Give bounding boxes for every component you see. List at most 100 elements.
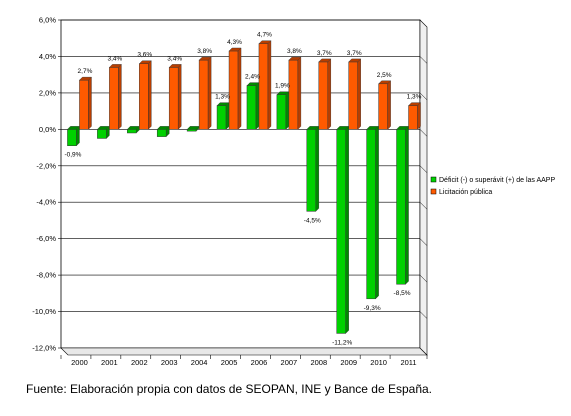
bar-licitacion-cap (198, 56, 212, 61)
bar-deficit (246, 82, 260, 130)
data-label-deficit: 1,3% (215, 94, 230, 101)
gridline-depth (419, 129, 428, 137)
bar-deficit-front (216, 105, 227, 130)
bar-deficit-front (396, 129, 406, 285)
y-tick-label: 6,0% (39, 16, 56, 25)
bar-licitacion-front (288, 59, 299, 130)
gridline-depth (419, 238, 428, 246)
gridline-depth (419, 311, 428, 319)
bar-deficit-side (76, 125, 80, 147)
bar-licitacion-front (109, 67, 119, 130)
bar-licitacion-cap (378, 80, 392, 84)
bar-licitacion-front (198, 59, 209, 130)
data-label-deficit: 2,4% (245, 74, 260, 81)
bar-licitacion-side (88, 76, 92, 130)
bar-licitacion-front (139, 63, 149, 130)
bar-deficit-front (306, 129, 317, 212)
gridline-depth (419, 92, 428, 101)
bar-licitacion (378, 80, 392, 130)
bar-licitacion-cap (138, 60, 152, 64)
gridline-depth (419, 56, 428, 64)
bar-deficit (156, 125, 170, 138)
data-label-licitacion: 1,3% (407, 94, 422, 101)
data-label-deficit: -11,2% (332, 339, 352, 346)
bar-licitacion-side (387, 80, 391, 130)
data-label-licitacion: 3,8% (197, 48, 212, 55)
y-tick-label: 4,0% (39, 52, 56, 61)
bar-licitacion (288, 56, 302, 130)
gridline-depth (419, 274, 428, 283)
bar-licitacion-front (168, 67, 179, 130)
bar-deficit-side (345, 125, 349, 334)
bar-licitacion (168, 63, 182, 130)
gridline-depth (419, 202, 428, 210)
bar-licitacion-cap (168, 64, 182, 68)
y-tick-label: -8,0% (36, 271, 56, 280)
legend-label-deficit: Déficit (-) o superávit (+) de las AAPP (439, 177, 555, 184)
bar-licitacion-side (297, 56, 302, 130)
bar-licitacion (198, 56, 212, 130)
x-tick-label: 2001 (101, 358, 118, 367)
bar-licitacion-front (378, 83, 388, 130)
bar-licitacion-side (118, 63, 122, 130)
y-tick-label: -6,0% (36, 234, 56, 243)
bar-licitacion-cap (408, 102, 422, 106)
legend-swatch-deficit (430, 176, 437, 183)
bar-deficit-front (97, 129, 107, 139)
bar-licitacion-side (417, 102, 421, 130)
bar-licitacion-cap (288, 56, 302, 61)
gridline-depth (419, 19, 428, 28)
bar-deficit-side (225, 102, 230, 130)
bar-licitacion-cap (228, 47, 242, 52)
x-tick-label: 2000 (71, 358, 88, 367)
bar-deficit-front (67, 129, 77, 146)
bar-deficit-front (186, 129, 197, 132)
data-label-licitacion: 3,4% (107, 55, 122, 62)
y-tick-label: -10,0% (32, 307, 56, 316)
bar-licitacion (348, 58, 362, 130)
data-label-licitacion: 4,7% (257, 32, 272, 39)
bar-licitacion-side (207, 56, 212, 130)
data-label-deficit: 1,9% (275, 83, 290, 90)
bar-licitacion (258, 40, 272, 130)
bar-deficit (66, 125, 80, 147)
bar-deficit-front (246, 85, 257, 130)
bar-deficit-side (405, 125, 409, 285)
bar-licitacion (138, 60, 152, 130)
data-label-deficit: -9,3% (364, 305, 381, 312)
data-label-licitacion: 3,4% (167, 55, 182, 62)
legend-swatch-licitacion (430, 188, 437, 195)
gridline-depth (419, 165, 428, 173)
bar-licitacion (408, 102, 422, 130)
data-label-deficit: -4,5% (304, 217, 321, 224)
plot-side-wall (419, 19, 428, 356)
x-tick-label: 2003 (161, 358, 178, 367)
bar-deficit (336, 125, 350, 334)
bar-licitacion-front (79, 79, 89, 130)
source-note: Fuente: Elaboración propia con datos de … (26, 382, 433, 396)
data-label-licitacion: 4,3% (227, 39, 242, 46)
y-tick-label: -2,0% (36, 161, 56, 170)
x-tick-label: 2008 (310, 358, 327, 367)
bar-licitacion-side (148, 60, 152, 130)
data-label-licitacion: 2,7% (78, 68, 93, 75)
bar-deficit (216, 102, 230, 130)
bar-licitacion-front (228, 50, 239, 130)
bar-licitacion-cap (258, 40, 272, 44)
bar-licitacion-side (357, 58, 361, 130)
x-tick-label: 2011 (400, 358, 416, 367)
x-tick-label: 2007 (281, 358, 298, 367)
bar-deficit-front (276, 94, 287, 130)
x-tick-label: 2010 (370, 358, 387, 367)
bar-deficit-front (127, 129, 137, 134)
bar-deficit-side (285, 91, 290, 130)
data-label-licitacion: 2,5% (377, 72, 392, 79)
x-tick-label: 2009 (340, 358, 357, 367)
data-label-licitacion: 3,6% (137, 52, 152, 59)
bar-licitacion-cap (108, 64, 122, 68)
data-label-licitacion: 3,7% (347, 50, 362, 57)
bar-licitacion-front (318, 61, 329, 130)
data-label-licitacion: 3,8% (287, 48, 302, 55)
bar-deficit (396, 125, 410, 285)
